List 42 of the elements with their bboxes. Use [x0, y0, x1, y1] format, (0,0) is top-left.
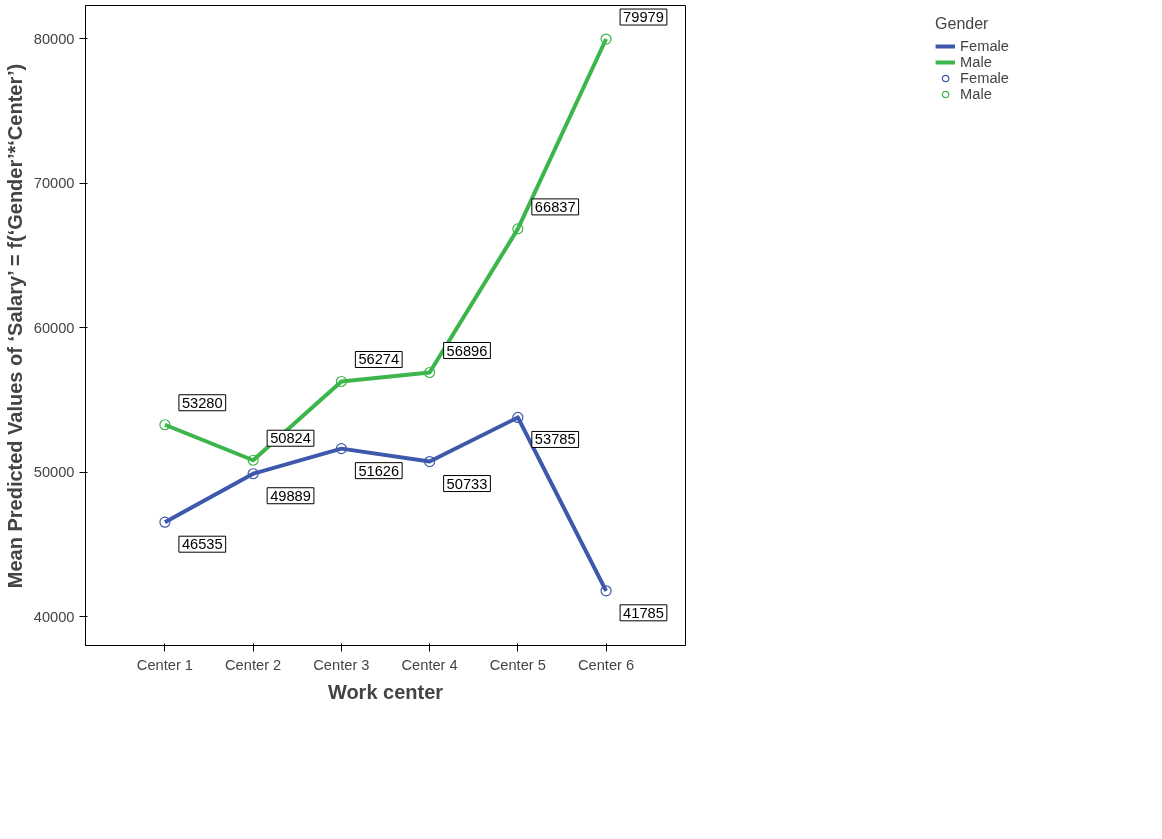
legend-label: Female	[960, 70, 1009, 86]
legend-title: Gender	[935, 15, 990, 33]
data-label: 46535	[181, 536, 223, 553]
point	[247, 468, 259, 480]
y-tick-label: 60000	[33, 319, 75, 336]
point	[600, 33, 612, 45]
data-label: 53785	[534, 431, 576, 448]
text: Female	[960, 38, 1009, 54]
x-axis-title: Work center	[327, 680, 444, 703]
data-label: 50824	[270, 430, 311, 447]
point	[159, 516, 171, 528]
point	[600, 585, 612, 597]
data-label: 53280	[181, 394, 223, 411]
x-tick-label: Center 3	[313, 656, 370, 673]
y-tick-label: 70000	[33, 175, 75, 192]
point	[159, 419, 171, 431]
data-label: 41785	[623, 604, 664, 621]
point	[335, 443, 347, 455]
y-tick-label: 40000	[33, 608, 75, 625]
x-tick-label: Center 6	[577, 656, 635, 673]
data-label: 79979	[623, 9, 664, 26]
x-tick-label: Center 1	[136, 656, 194, 673]
y-axis-title: Mean Predicted Values of ‘Salary’ = f(‘Gender’*‘Center’)	[3, 63, 26, 589]
x-tick-label: Center 5	[489, 656, 546, 673]
x-tick-label: Center 4	[401, 656, 458, 673]
point	[335, 375, 347, 388]
data-label: 56896	[446, 342, 488, 359]
point	[512, 411, 524, 424]
data-label: 66837	[534, 198, 576, 215]
data-label: 56274	[358, 351, 400, 368]
point	[424, 455, 436, 468]
data-label: 49889	[270, 487, 311, 504]
data-label: 51626	[358, 462, 400, 479]
legend-label: Male	[960, 54, 992, 70]
point	[247, 454, 259, 466]
y-tick-label: 50000	[33, 464, 75, 481]
text: Male	[960, 86, 992, 102]
x-tick-label: Center 2	[225, 656, 282, 673]
point	[512, 223, 524, 235]
point	[424, 366, 436, 379]
data-label: 50733	[446, 475, 488, 492]
y-tick-label: 80000	[33, 30, 75, 47]
